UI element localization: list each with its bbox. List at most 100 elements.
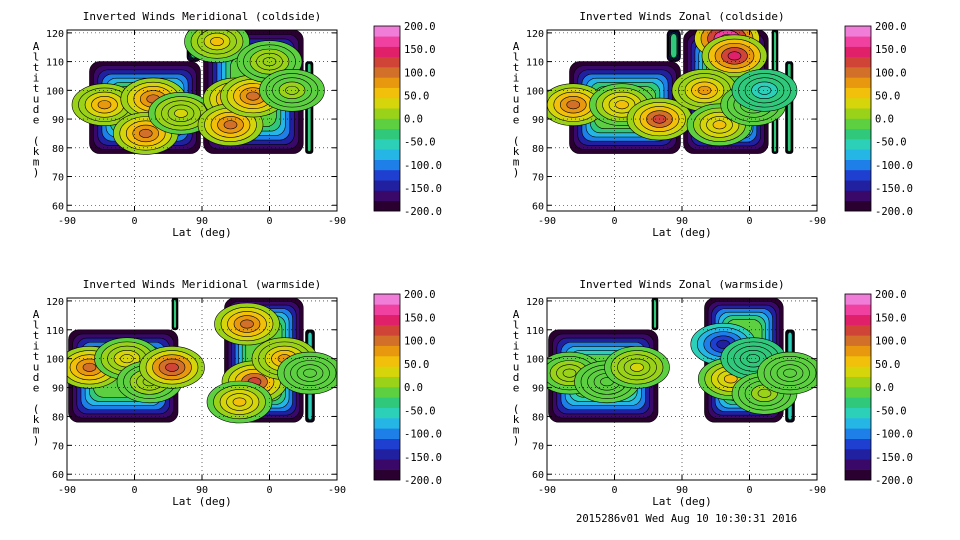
- colorbar-tick-label: 200.0: [404, 289, 436, 301]
- colorbar-tick-label: 150.0: [875, 312, 907, 324]
- contour-blob: [615, 100, 629, 110]
- colorbar-tick-label: 100.0: [404, 336, 436, 348]
- contour-blob: [783, 368, 797, 378]
- x-tick-label: 0: [611, 216, 617, 227]
- y-tick-label: 100: [526, 86, 544, 97]
- x-tick-label: 0: [611, 485, 617, 496]
- colorbar-tick-label: -200.0: [404, 206, 442, 218]
- colorbar-tick-label: 50.0: [875, 90, 900, 102]
- x-tick-label: 0: [131, 216, 137, 227]
- x-axis-label: Lat (deg): [652, 495, 712, 508]
- x-axis-label: Lat (deg): [172, 495, 232, 508]
- x-axis-label: Lat (deg): [652, 226, 712, 239]
- colorbar-tick-label: 100.0: [404, 67, 436, 79]
- y-tick-label: 60: [532, 201, 544, 212]
- colorbar-tick-label: 0.0: [404, 382, 423, 394]
- y-tick-label: 70: [532, 441, 544, 452]
- y-tick-label: 80: [52, 412, 64, 423]
- y-tick-label: 110: [526, 58, 544, 69]
- colorbar: 200.0 150.0 100.0 50.0 0.0 -50.0 -100.0 -150.0 -…: [373, 21, 442, 218]
- contour-blob: [165, 362, 179, 372]
- chart-panel-1: Inverted Winds Meridional (coldside) 60 70…: [33, 10, 442, 239]
- x-tick-label: 0: [746, 216, 752, 227]
- colorbar-tick-label: 0.0: [875, 382, 894, 394]
- colorbar-tick-label: -100.0: [875, 429, 913, 441]
- contour-field: [547, 298, 817, 423]
- colorbar-tick-label: 0.0: [875, 114, 894, 126]
- colorbar-tick-label: 100.0: [875, 67, 907, 79]
- y-tick-label: 80: [532, 412, 544, 423]
- x-tick-label: -90: [328, 216, 346, 227]
- y-tick-label: 110: [46, 326, 64, 337]
- colorbar-tick-label: -100.0: [404, 160, 442, 172]
- colorbar: 200.0 150.0 100.0 50.0 0.0 -50.0 -100.0 -150.0 -…: [373, 289, 442, 487]
- y-tick-label: 80: [52, 144, 64, 155]
- contour-blob: [757, 388, 772, 398]
- contour-field: [71, 30, 325, 155]
- contour-blob: [138, 128, 153, 138]
- colorbar: 200.0 150.0 100.0 50.0 0.0 -50.0 -100.0 -150.0 -…: [844, 21, 913, 218]
- y-tick-label: 120: [46, 297, 64, 308]
- grid: [546, 298, 818, 480]
- field-band: [653, 299, 657, 329]
- y-tick-label: 120: [526, 29, 544, 40]
- colorbar-tick-label: 200.0: [404, 21, 436, 33]
- y-tick-label: 100: [526, 355, 544, 366]
- x-tick-label: 0: [266, 216, 272, 227]
- colorbar-tick-label: 150.0: [404, 44, 436, 56]
- colorbar-tick-label: -50.0: [404, 405, 436, 417]
- field-band: [173, 299, 177, 329]
- contour-blob: [174, 108, 188, 118]
- contour-blob: [630, 362, 644, 372]
- colorbar-tick-label: 200.0: [875, 289, 907, 301]
- grid: [546, 30, 818, 211]
- y-tick-label: 60: [52, 470, 64, 481]
- y-tick-label: 90: [532, 384, 544, 395]
- contour-field: [67, 298, 337, 424]
- chart-panel-2: Inverted Winds Zonal (coldside) 60 70 80 90 1…: [513, 10, 913, 239]
- x-tick-label: -90: [538, 216, 556, 227]
- x-tick-label: 90: [676, 216, 688, 227]
- contour-blob: [246, 91, 260, 101]
- y-tick-label: 60: [52, 201, 64, 212]
- colorbar-tick-label: -200.0: [875, 475, 913, 487]
- contour-blob: [223, 120, 238, 130]
- colorbar-tick-label: -200.0: [404, 475, 442, 487]
- colorbar-tick-label: -50.0: [875, 405, 907, 417]
- x-tick-label: -90: [58, 485, 76, 496]
- colorbar-tick-label: -150.0: [875, 452, 913, 464]
- contour-blob: [240, 319, 254, 329]
- contour-blob: [562, 368, 577, 378]
- contour-blob: [566, 100, 581, 110]
- footer-text: 2015286v01 Wed Aug 10 10:30:31 2016: [576, 513, 798, 525]
- y-tick-label: 60: [532, 470, 544, 481]
- y-tick-label: 90: [532, 115, 544, 126]
- chart-panel-4: Inverted Winds Zonal (warmside) 60 70 80 90 1…: [513, 278, 913, 508]
- contour-blob: [232, 397, 247, 407]
- colorbar-tick-label: -200.0: [875, 206, 913, 218]
- y-tick-label: 70: [52, 173, 64, 184]
- grid: [66, 298, 338, 480]
- colorbar-tick-label: 0.0: [404, 114, 423, 126]
- colorbar-tick-label: 50.0: [404, 359, 429, 371]
- colorbar: 200.0 150.0 100.0 50.0 0.0 -50.0 -100.0 -150.0 -…: [844, 289, 913, 487]
- grid: [66, 30, 338, 211]
- contour-blob: [746, 354, 761, 364]
- colorbar-tick-label: 150.0: [404, 312, 436, 324]
- x-tick-label: -90: [58, 216, 76, 227]
- colorbar-tick-label: 150.0: [875, 44, 907, 56]
- x-tick-label: -90: [808, 485, 826, 496]
- chart-title: Inverted Winds Meridional (warmside): [83, 278, 321, 291]
- y-tick-label: 110: [526, 326, 544, 337]
- chart-title: Inverted Winds Zonal (warmside): [579, 278, 784, 291]
- colorbar-tick-label: -100.0: [875, 160, 913, 172]
- x-tick-label: 90: [196, 485, 208, 496]
- chart-title: Inverted Winds Meridional (coldside): [83, 10, 321, 23]
- colorbar-tick-label: -150.0: [875, 183, 913, 195]
- contour-blob: [82, 362, 97, 372]
- y-tick-label: 70: [52, 441, 64, 452]
